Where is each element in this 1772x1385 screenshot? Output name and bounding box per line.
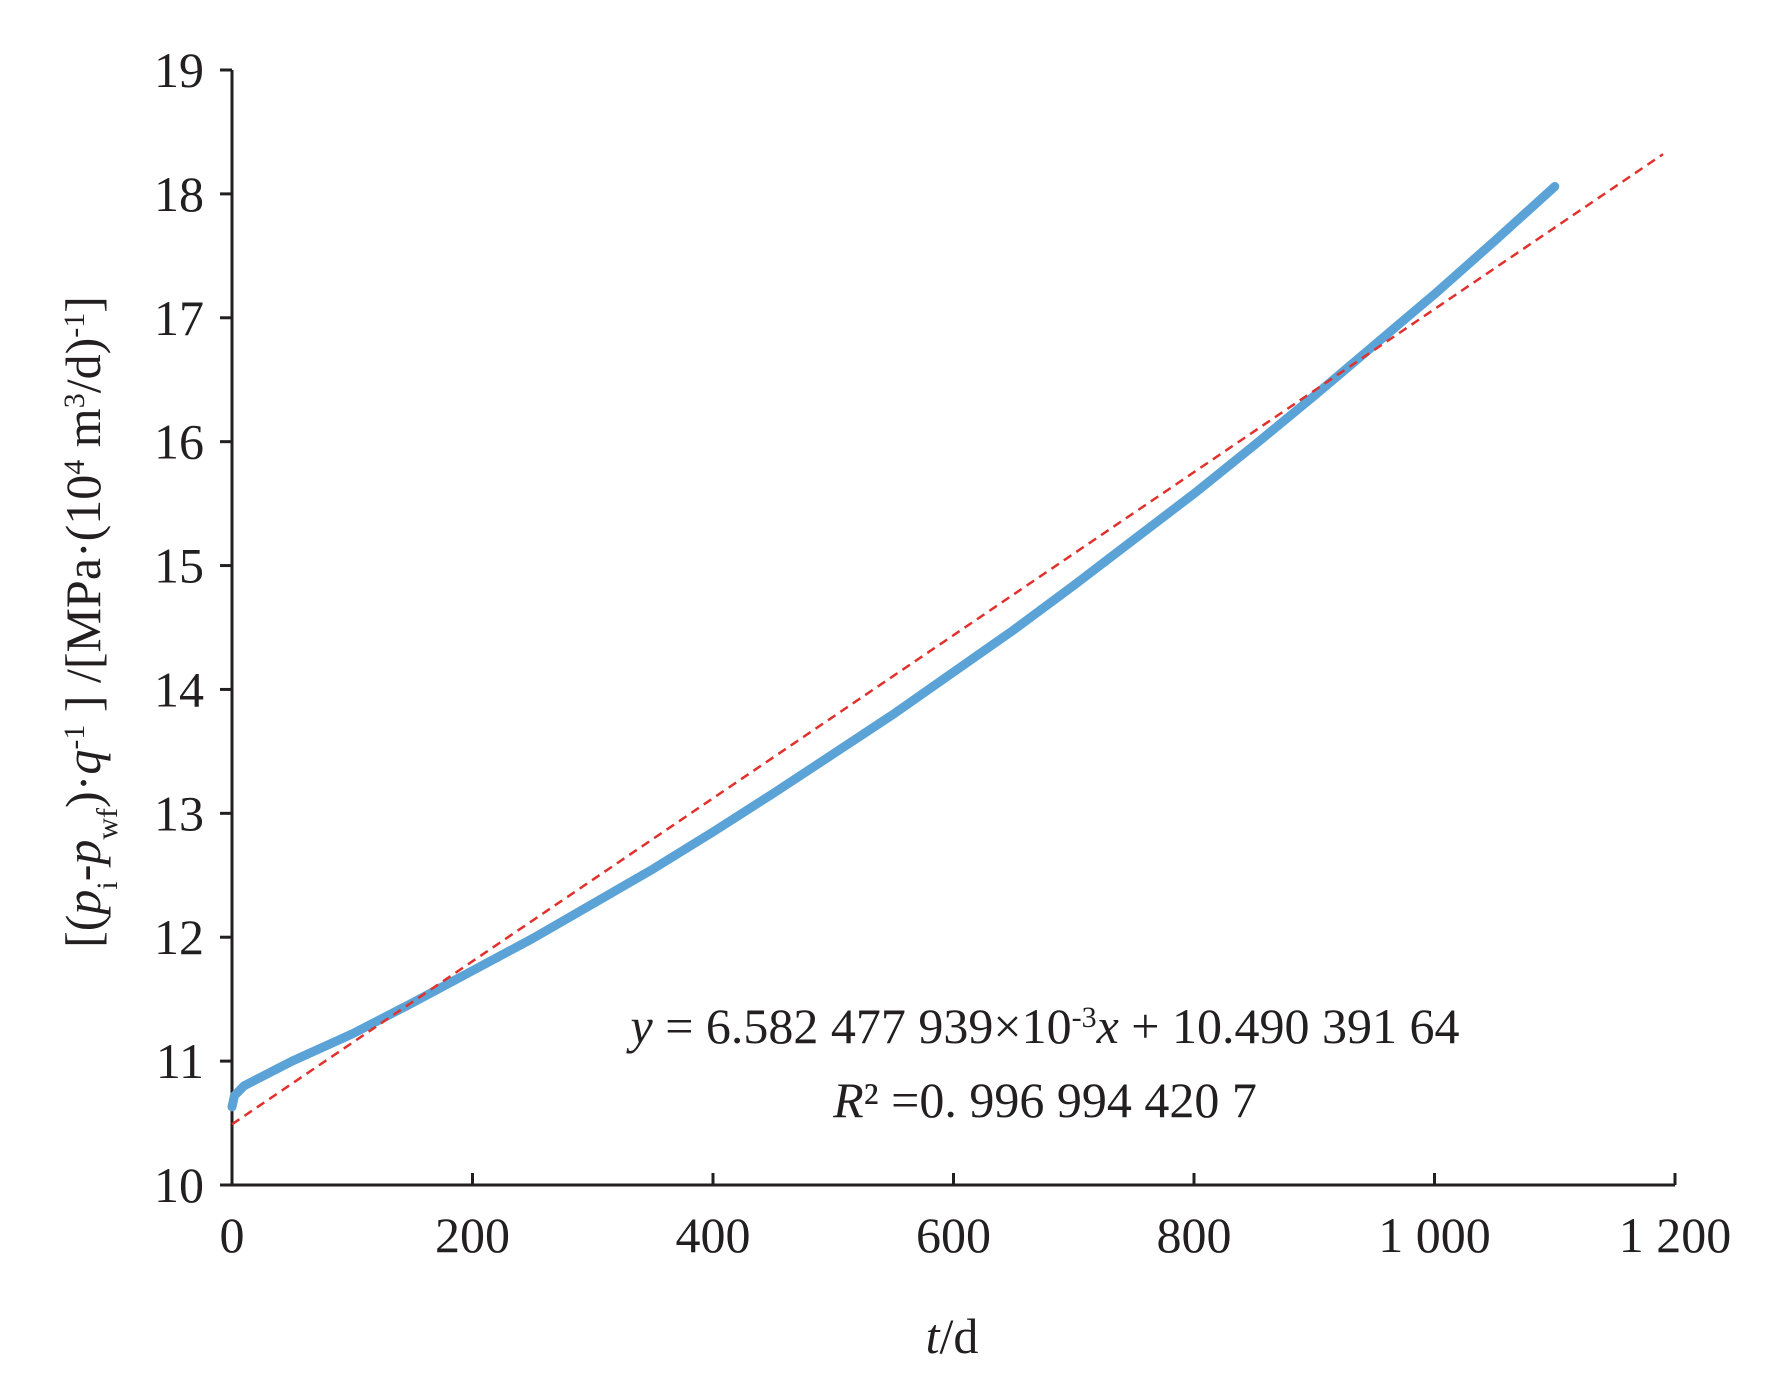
y-tick-label: 13 [154,785,204,841]
y-axis-title: [(pi-pwf)·q-1 ] /[MPa·(104 m3/d)-1] [55,296,124,948]
y-tick-label: 16 [154,414,204,470]
x-ticks: 0 200 400 600 800 1 000 1 200 [220,1173,1732,1263]
data-series-line [227,182,1560,1112]
x-tick-label: 1 200 [1619,1207,1732,1263]
y-tick-label: 15 [154,538,204,594]
r-squared-label: R² =0. 996 994 420 7 [832,1072,1257,1128]
y-tick-label: 14 [154,661,204,717]
regression-equation: y = 6.582 477 939×10-3x + 10.490 391 64 [625,998,1459,1054]
y-tick-label: 12 [154,909,204,965]
x-tick-label: 800 [1157,1207,1232,1263]
y-tick-label: 18 [154,166,204,222]
series-layer [227,153,1664,1126]
y-tick-label: 19 [154,42,204,98]
x-tick-label: 600 [916,1207,991,1263]
fit-line [231,153,1664,1126]
x-tick-label: 1 000 [1378,1207,1491,1263]
x-tick-label: 200 [435,1207,510,1263]
x-tick-label: 400 [676,1207,751,1263]
y-tick-label: 10 [154,1157,204,1213]
y-tick-label: 11 [156,1033,204,1089]
y-tick-label: 17 [154,290,204,346]
y-ticks: 10 11 12 13 14 15 16 17 18 19 [154,42,232,1213]
x-tick-label: 0 [220,1207,245,1263]
x-axis-title: t/d [926,1308,979,1364]
